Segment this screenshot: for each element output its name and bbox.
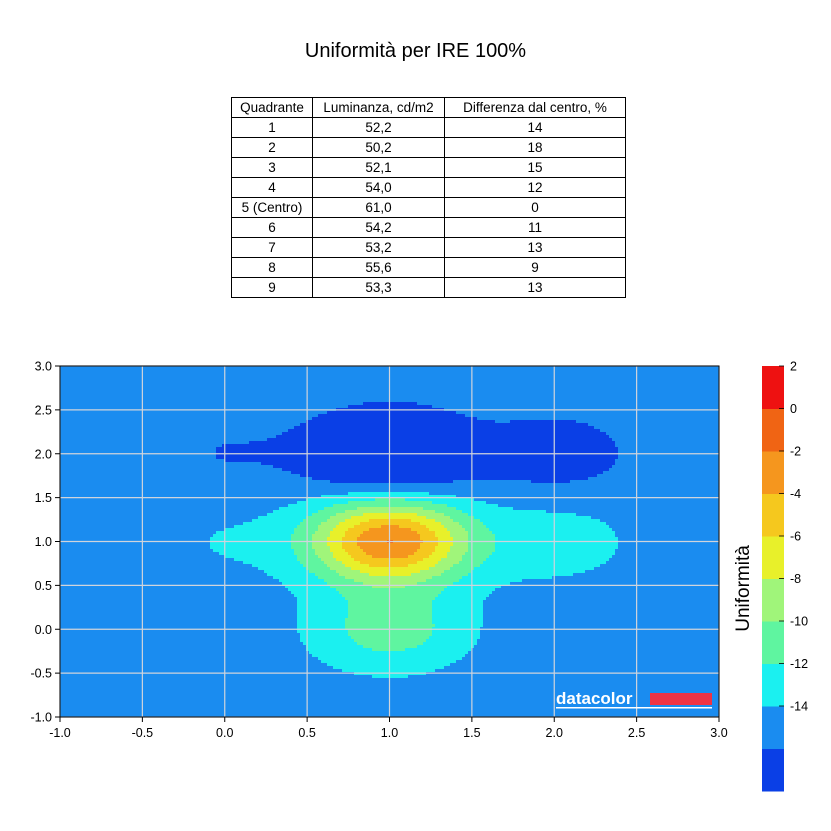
colorbar-tick-label: 0: [790, 402, 797, 416]
colorbar-tick-label: -6: [790, 530, 801, 544]
y-tick-label: 0.5: [35, 579, 52, 593]
x-tick-label: 2.0: [546, 726, 563, 740]
colorbar-tick-label: -2: [790, 445, 801, 459]
x-tick-label: 1.0: [381, 726, 398, 740]
y-tick-label: 1.0: [35, 535, 52, 549]
colorbar-tick-label: -10: [790, 615, 808, 629]
colorbar-band: [762, 451, 784, 494]
logo-bar: [650, 693, 712, 705]
x-tick-label: 3.0: [710, 726, 727, 740]
x-tick-label: 1.5: [463, 726, 480, 740]
x-tick-label: 2.5: [628, 726, 645, 740]
colorbar-tick-label: -8: [790, 572, 801, 586]
colorbar-tick-label: -14: [790, 700, 808, 714]
y-tick-label: 1.5: [35, 491, 52, 505]
colorbar-band: [762, 536, 784, 579]
y-tick-label: 2.0: [35, 447, 52, 461]
y-tick-label: 2.5: [35, 403, 52, 417]
colorbar-band: [762, 664, 784, 707]
x-tick-label: 0.5: [298, 726, 315, 740]
colorbar-tick-label: -12: [790, 657, 808, 671]
colorbar-band: [762, 706, 784, 749]
colorbar-band: [762, 366, 784, 409]
colorbar-band: [762, 579, 784, 622]
logo-underline: [556, 707, 712, 709]
colorbar-tick-label: 2: [790, 360, 797, 374]
colorbar-band: [762, 749, 784, 792]
x-tick-label: -1.0: [49, 726, 71, 740]
colorbar-band: [762, 494, 784, 537]
y-tick-label: -1.0: [30, 711, 52, 725]
colorbar-label: Uniformità: [733, 545, 754, 632]
logo-text: datacolor: [556, 689, 633, 708]
x-tick-label: 0.0: [216, 726, 233, 740]
colorbar: 2 0 -2 -4 -6 -8 -10 -12 -14 Uniformità: [733, 360, 808, 792]
x-tick-label: -0.5: [132, 726, 154, 740]
y-tick-label: -0.5: [30, 667, 52, 681]
colorbar-tick-label: -4: [790, 487, 801, 501]
y-tick-label: 0.0: [35, 623, 52, 637]
y-tick-label: 3.0: [35, 360, 52, 374]
colorbar-band: [762, 621, 784, 664]
colorbar-band: [762, 409, 784, 452]
